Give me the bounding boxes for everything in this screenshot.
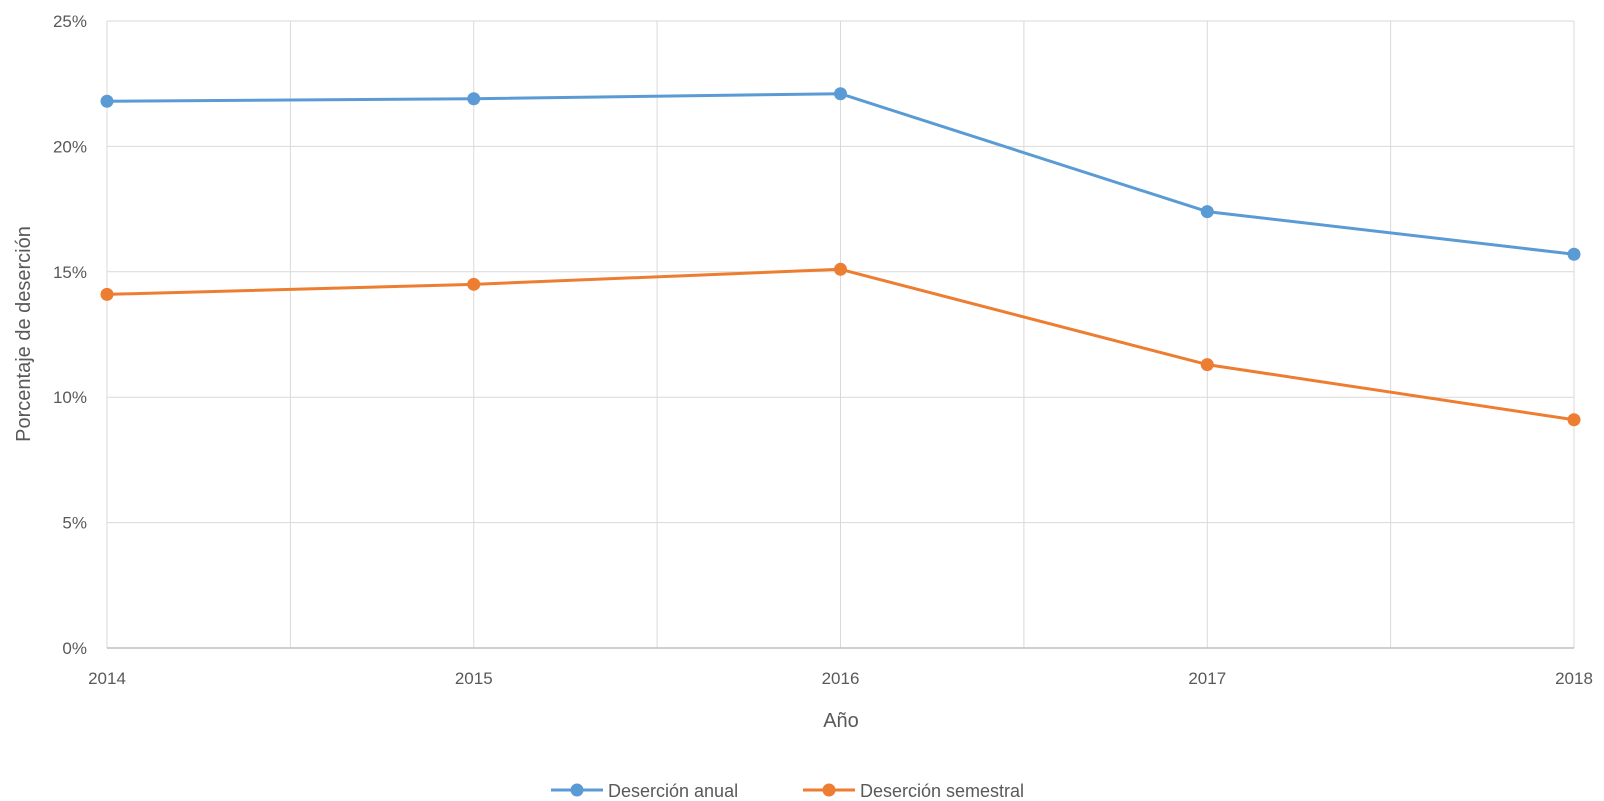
legend-item: Deserción anual: [551, 781, 738, 801]
x-tick-labels: 2014 2015 2016 2017 2018: [88, 669, 1593, 688]
data-point: [467, 92, 481, 106]
data-point: [100, 94, 114, 108]
x-tick-label: 2014: [88, 669, 126, 688]
x-tick-label: 2016: [822, 669, 860, 688]
x-axis-title: Año: [823, 710, 859, 732]
legend-item: Deserción semestral: [803, 781, 1024, 801]
series-layer: [100, 87, 1581, 427]
y-tick-label: 5%: [62, 514, 87, 533]
data-point: [100, 287, 114, 301]
legend-marker: [570, 783, 584, 797]
y-axis-title: Porcentaje de deserción: [13, 226, 35, 442]
y-tick-label: 20%: [53, 137, 87, 156]
x-tick-label: 2018: [1555, 669, 1593, 688]
x-tick-label: 2017: [1188, 669, 1226, 688]
data-point: [1200, 205, 1214, 219]
x-tick-label: 2015: [455, 669, 493, 688]
legend-marker: [822, 783, 836, 797]
legend-label: Deserción anual: [608, 781, 738, 801]
y-tick-label: 25%: [53, 12, 87, 31]
data-point: [1567, 247, 1581, 261]
data-point: [834, 262, 847, 276]
data-point: [834, 87, 847, 101]
legend-label: Deserción semestral: [860, 781, 1024, 801]
y-tick-label: 0%: [62, 639, 87, 658]
legend: Deserción anual Deserción semestral: [551, 781, 1024, 801]
data-point: [1200, 358, 1214, 372]
y-tick-label: 15%: [53, 263, 87, 282]
data-point: [1567, 413, 1581, 427]
y-tick-label: 10%: [53, 388, 87, 407]
grid-lines: [106, 20, 1575, 648]
data-point: [467, 277, 481, 291]
y-tick-labels: 0% 5% 10% 15% 20% 25%: [53, 12, 87, 658]
